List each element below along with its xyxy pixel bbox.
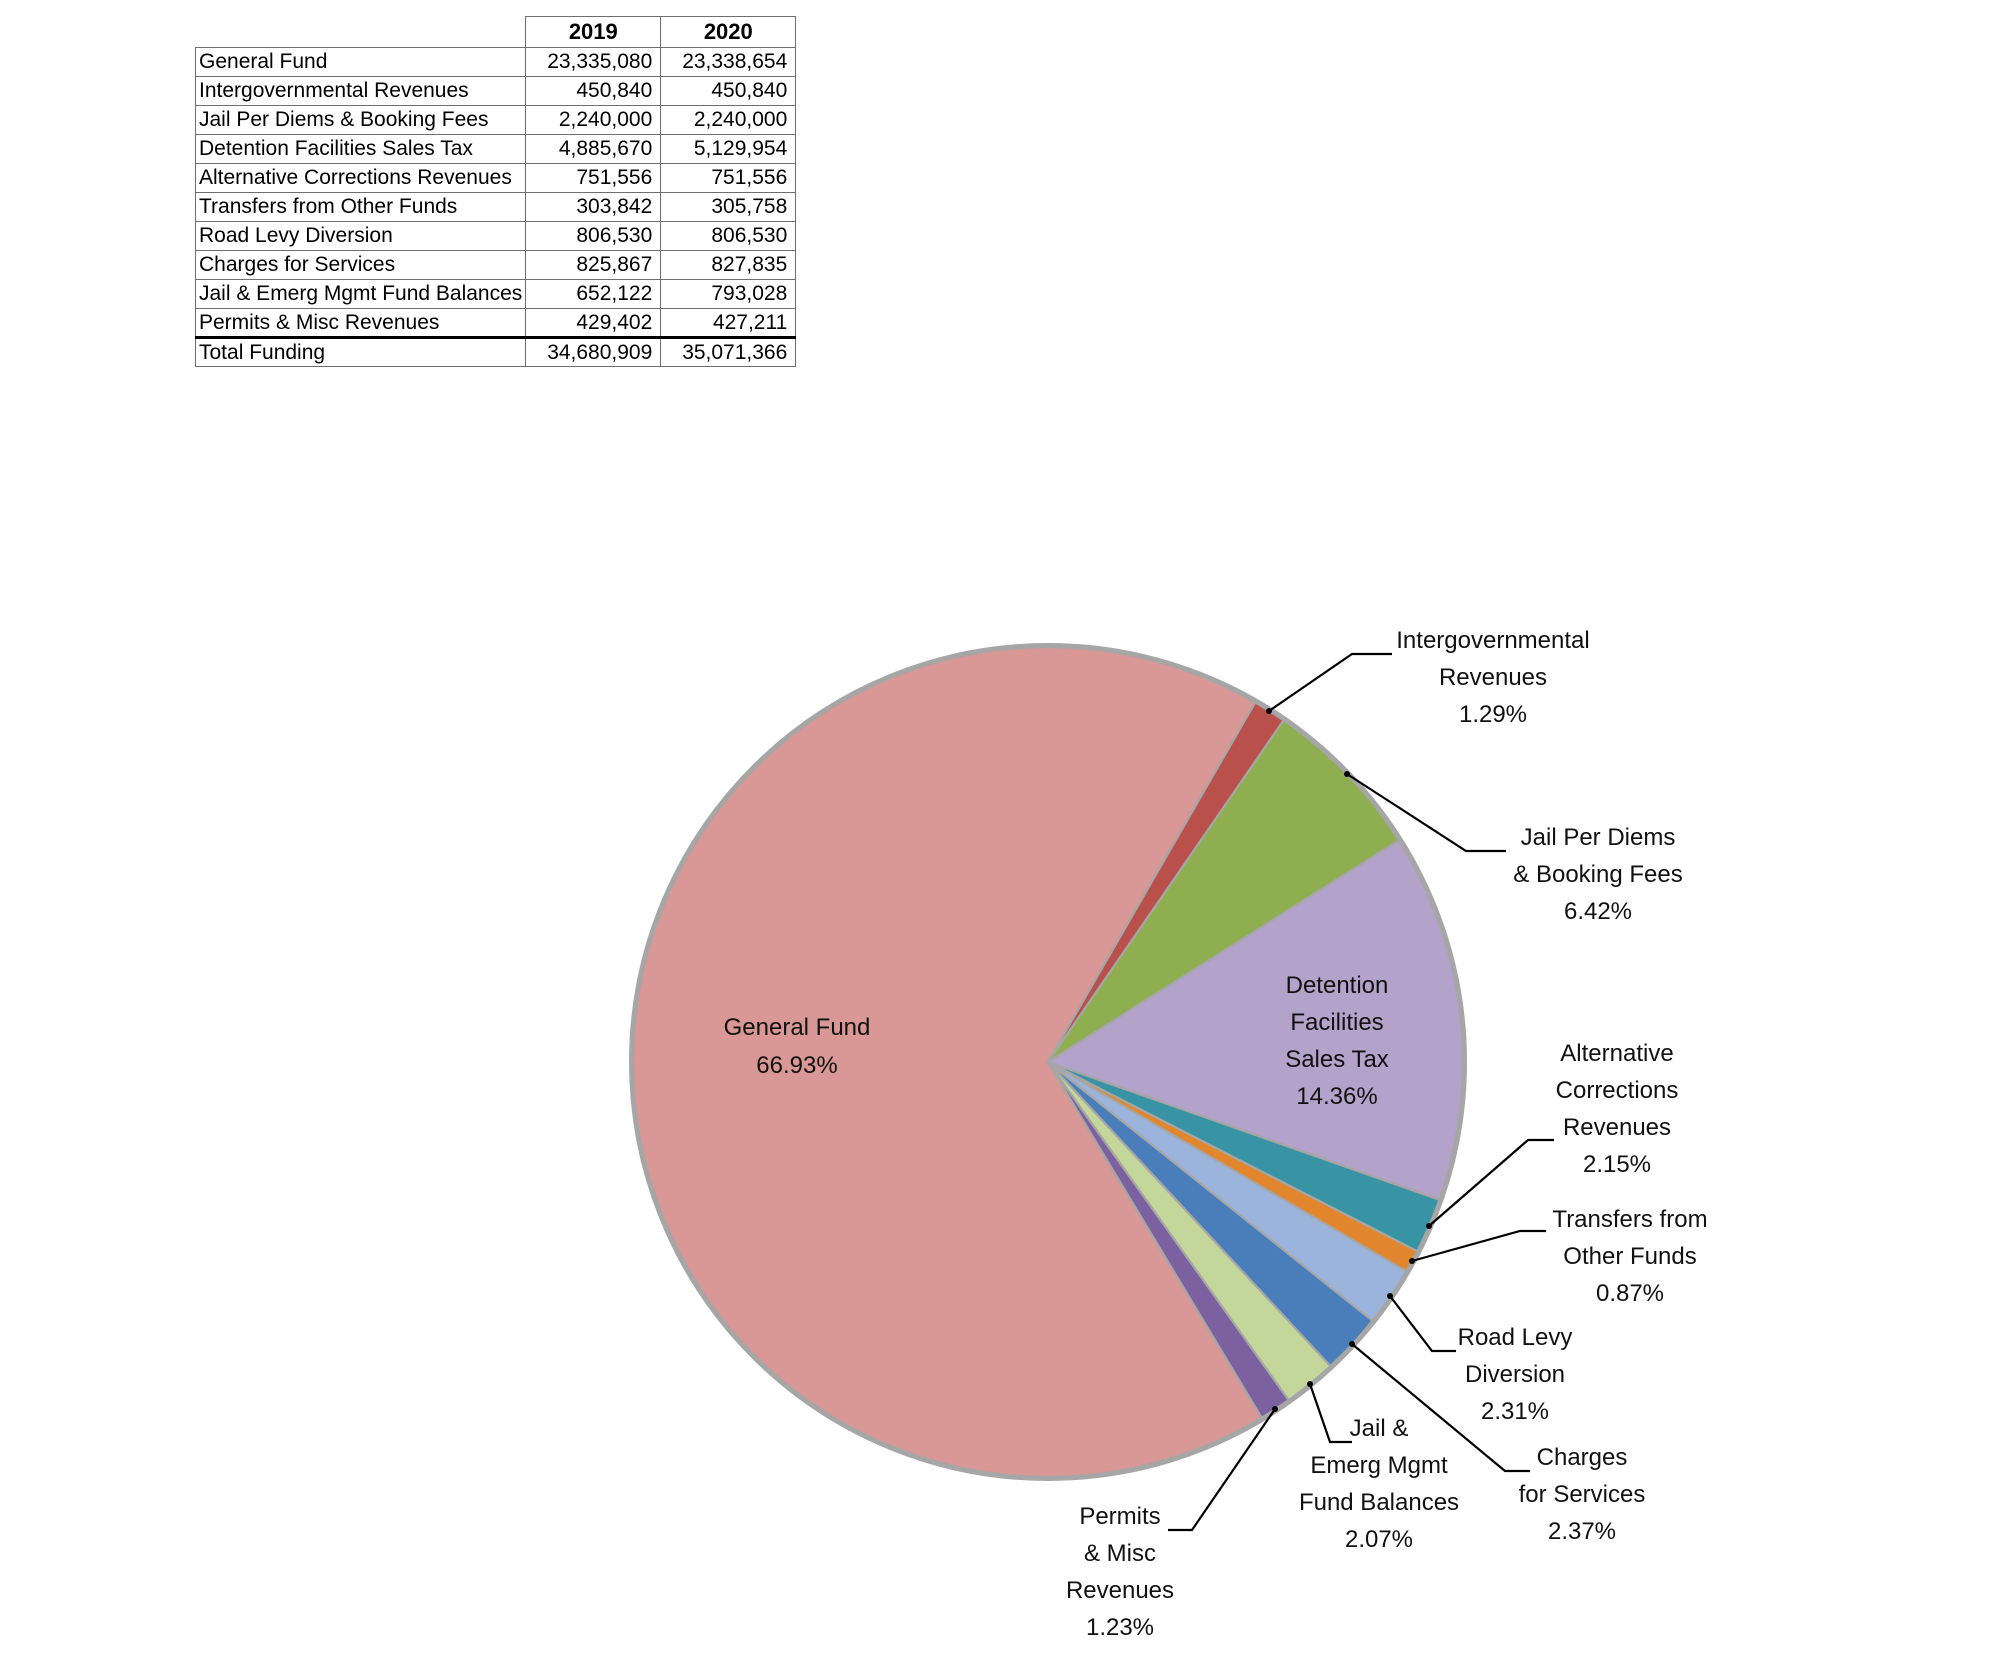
value-2020: 5,129,954 — [660, 134, 797, 164]
pie-label-general-fund: General Fund 66.93% — [724, 1014, 871, 1079]
leader-dot-jail-and-emerg-mgmt-fund-balances — [1307, 1381, 1313, 1387]
leader-line-intergovernmental-revenues — [1268, 652, 1392, 712]
leader-dot-transfers-from-other-funds — [1409, 1258, 1415, 1264]
pie-label-road-levy-diversion: Road Levy Diversion 2.31% — [1458, 1324, 1573, 1425]
leader-line-road-levy-diversion — [1389, 1295, 1456, 1353]
value-2020: 35,071,366 — [660, 336, 797, 367]
table-row-intergovernmental-revenues: Intergovernmental Revenues 450,840 450,840 — [194, 76, 797, 106]
leader-dot-charges-for-services — [1349, 1341, 1355, 1347]
value-2019: 4,885,670 — [525, 134, 662, 164]
leader-line-charges-for-services — [1351, 1343, 1530, 1473]
leader-dot-jail-per-diems-and-booking-fees — [1344, 771, 1350, 777]
value-2020: 793,028 — [660, 279, 797, 309]
leader-dot-road-levy-diversion — [1387, 1293, 1393, 1299]
value-2020: 2,240,000 — [660, 105, 797, 135]
row-label: General Fund — [194, 47, 527, 77]
pie-label-permits-and-misc-revenues: Permits & Misc Revenues 1.23% — [1066, 1503, 1174, 1641]
value-2019: 825,867 — [525, 250, 662, 280]
table-row-transfers-from-other-funds: Transfers from Other Funds 303,842 305,758 — [194, 192, 797, 222]
pie-label-transfers-from-other-funds: Transfers from Other Funds 0.87% — [1552, 1206, 1707, 1307]
value-2019: 652,122 — [525, 279, 662, 309]
row-label: Jail Per Diems & Booking Fees — [194, 105, 527, 135]
leader-line-jail-and-emerg-mgmt-fund-balances — [1308, 1383, 1352, 1444]
row-label: Transfers from Other Funds — [194, 192, 527, 222]
value-2020: 751,556 — [660, 163, 797, 193]
row-label: Total Funding — [194, 336, 527, 367]
pie-label-charges-for-services: Charges for Services 2.37% — [1519, 1444, 1646, 1545]
table-header-row: 2019 2020 — [196, 16, 797, 48]
table-row-detention-facilities-sales-tax: Detention Facilities Sales Tax 4,885,670 5… — [194, 134, 797, 164]
table-total-row: Total Funding 34,680,909 35,071,366 — [194, 336, 797, 367]
table-row-general-fund: General Fund 23,335,080 23,338,654 — [194, 47, 797, 77]
value-2019: 806,530 — [525, 221, 662, 251]
value-2020: 450,840 — [660, 76, 797, 106]
funding-table-body: General Fund 23,335,080 23,338,654 Intergov… — [194, 47, 797, 367]
table-row-charges-for-services: Charges for Services 825,867 827,835 — [194, 250, 797, 280]
value-2020: 827,835 — [660, 250, 797, 280]
value-2020: 305,758 — [660, 192, 797, 222]
pie-label-detention-facilities-sales-tax: Detention Facilities Sales Tax 14.36% — [1285, 972, 1389, 1110]
leader-dot-intergovernmental-revenues — [1266, 708, 1272, 714]
leader-line-jail-per-diems-and-booking-fees — [1346, 773, 1506, 853]
column-header-2019: 2019 — [525, 16, 662, 48]
leader-line-transfers-from-other-funds — [1411, 1229, 1546, 1263]
value-2019: 2,240,000 — [525, 105, 662, 135]
pie-outer-rim — [629, 643, 1467, 1481]
leader-dot-permits-and-misc-revenues — [1272, 1406, 1278, 1412]
pie-label-intergovernmental-revenues: Intergovernmental Revenues 1.29% — [1396, 627, 1589, 728]
row-label: Charges for Services — [194, 250, 527, 280]
pie-label-jail-per-diems-and-booking-fees: Jail Per Diems & Booking Fees 6.42% — [1513, 824, 1682, 925]
value-2019: 303,842 — [525, 192, 662, 222]
value-2020: 806,530 — [660, 221, 797, 251]
row-label: Detention Facilities Sales Tax — [194, 134, 527, 164]
funding-table: 2019 2020 General Fund 23,335,080 23,338,6… — [194, 16, 797, 367]
value-2019: 429,402 — [525, 308, 662, 338]
pie-label-jail-and-emerg-mgmt-fund-balances: Jail & Emerg Mgmt Fund Balances 2.07% — [1299, 1415, 1459, 1553]
row-label: Jail & Emerg Mgmt Fund Balances — [194, 279, 527, 309]
value-2019: 450,840 — [525, 76, 662, 106]
table-row-jail-per-diems-and-booking-fees: Jail Per Diems & Booking Fees 2,240,000 2,… — [194, 105, 797, 135]
value-2020: 23,338,654 — [660, 47, 797, 77]
table-row-jail-and-emerg-mgmt-fund-balances: Jail & Emerg Mgmt Fund Balances 652,122 79… — [194, 279, 797, 309]
pie-label-alternative-corrections-revenues: Alternative Corrections Revenues 2.15% — [1556, 1040, 1679, 1178]
leader-line-alternative-corrections-revenues — [1428, 1138, 1554, 1227]
column-header-2020: 2020 — [660, 16, 797, 48]
value-2019: 34,680,909 — [525, 336, 662, 367]
leader-dot-alternative-corrections-revenues — [1426, 1223, 1432, 1229]
leader-line-permits-and-misc-revenues — [1168, 1408, 1276, 1532]
